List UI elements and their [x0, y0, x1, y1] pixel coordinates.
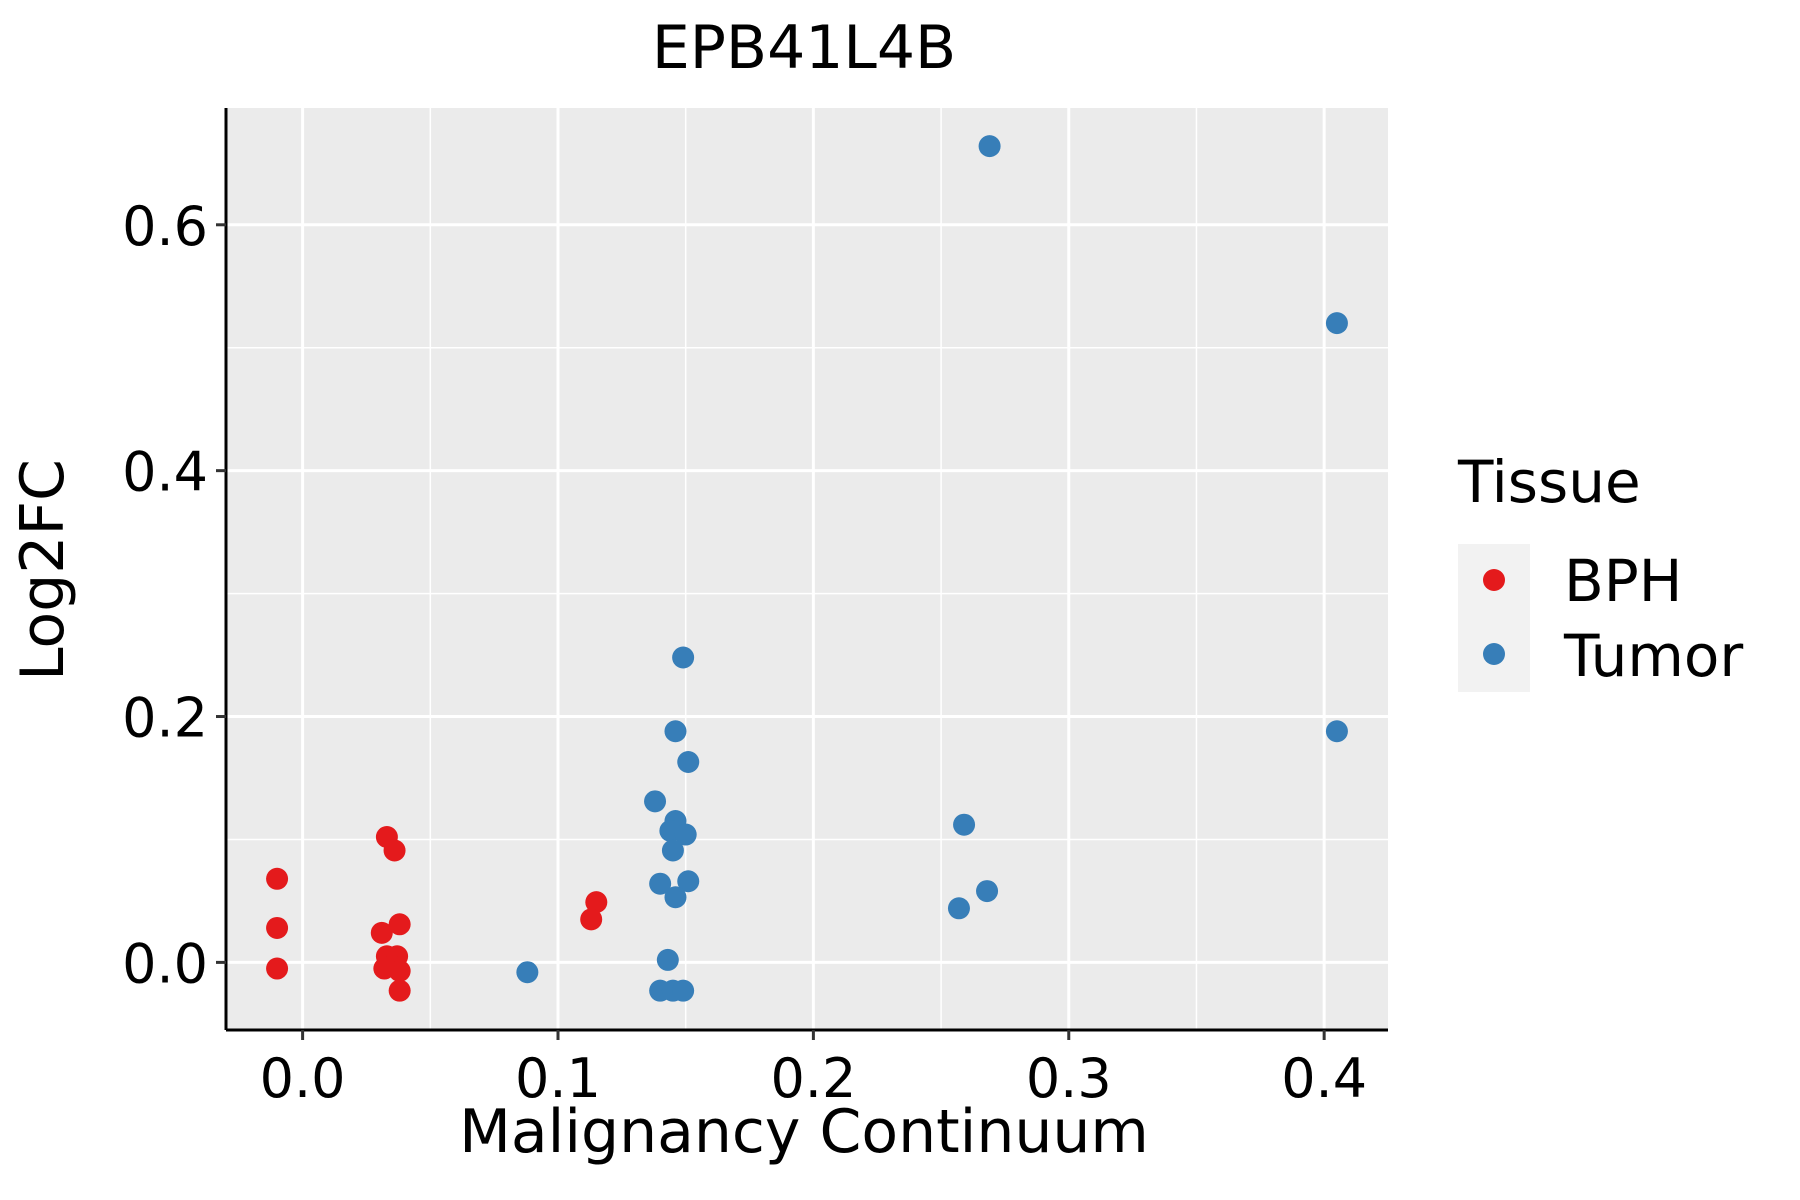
- point-tumor: [978, 135, 1001, 158]
- x-tick-label: 0.3: [1026, 1047, 1112, 1110]
- point-bph: [388, 913, 411, 936]
- legend-key-bph: [1483, 569, 1505, 591]
- point-bph: [388, 959, 411, 982]
- x-tick-label: 0.0: [260, 1047, 346, 1110]
- point-bph: [266, 916, 289, 939]
- data-points: [266, 135, 1348, 1002]
- point-tumor: [664, 720, 687, 743]
- legend-label-tumor: Tumor: [1563, 622, 1743, 690]
- minor-gridlines: [226, 108, 1388, 1030]
- x-tick-label: 0.4: [1281, 1047, 1367, 1110]
- y-tick-label: 0.2: [122, 687, 208, 750]
- x-tick-label: 0.1: [515, 1047, 601, 1110]
- point-tumor: [1325, 312, 1348, 335]
- point-bph: [585, 891, 608, 914]
- legend-label-bph: BPH: [1564, 547, 1682, 615]
- legend-key-background: [1458, 544, 1530, 692]
- point-bph: [388, 979, 411, 1002]
- legend-title: Tissue: [1457, 448, 1641, 516]
- legend: Tissue BPH Tumor: [1457, 448, 1743, 692]
- point-bph: [580, 908, 603, 931]
- y-axis-ticks: 0.0 0.2 0.4 0.6: [122, 195, 226, 995]
- legend-key-tumor: [1483, 643, 1505, 665]
- point-tumor: [672, 646, 695, 669]
- major-gridlines: [226, 108, 1388, 1030]
- x-axis-title: Malignancy Continuum: [459, 1097, 1149, 1167]
- point-tumor: [677, 751, 700, 774]
- y-tick-label: 0.6: [122, 195, 208, 258]
- point-tumor: [664, 886, 687, 909]
- point-tumor: [1325, 720, 1348, 743]
- x-tick-label: 0.2: [770, 1047, 856, 1110]
- point-bph: [266, 957, 289, 980]
- point-bph: [370, 921, 393, 944]
- point-tumor: [644, 790, 667, 813]
- point-tumor: [677, 870, 700, 893]
- point-tumor: [976, 880, 999, 903]
- point-tumor: [516, 961, 539, 984]
- point-bph: [383, 839, 406, 862]
- point-bph: [266, 867, 289, 890]
- point-tumor: [674, 823, 697, 846]
- x-axis-ticks: 0.0 0.1 0.2 0.3 0.4: [260, 1030, 1367, 1110]
- point-tumor: [656, 948, 679, 971]
- point-tumor: [672, 979, 695, 1002]
- point-tumor: [649, 872, 672, 895]
- y-tick-label: 0.0: [122, 932, 208, 995]
- point-tumor: [661, 839, 684, 862]
- y-tick-label: 0.4: [122, 441, 208, 504]
- plot-panel: [226, 108, 1388, 1030]
- point-tumor: [953, 813, 976, 836]
- point-tumor: [947, 897, 970, 920]
- y-axis-title: Log2FC: [8, 459, 78, 681]
- chart-title: EPB41L4B: [652, 13, 956, 83]
